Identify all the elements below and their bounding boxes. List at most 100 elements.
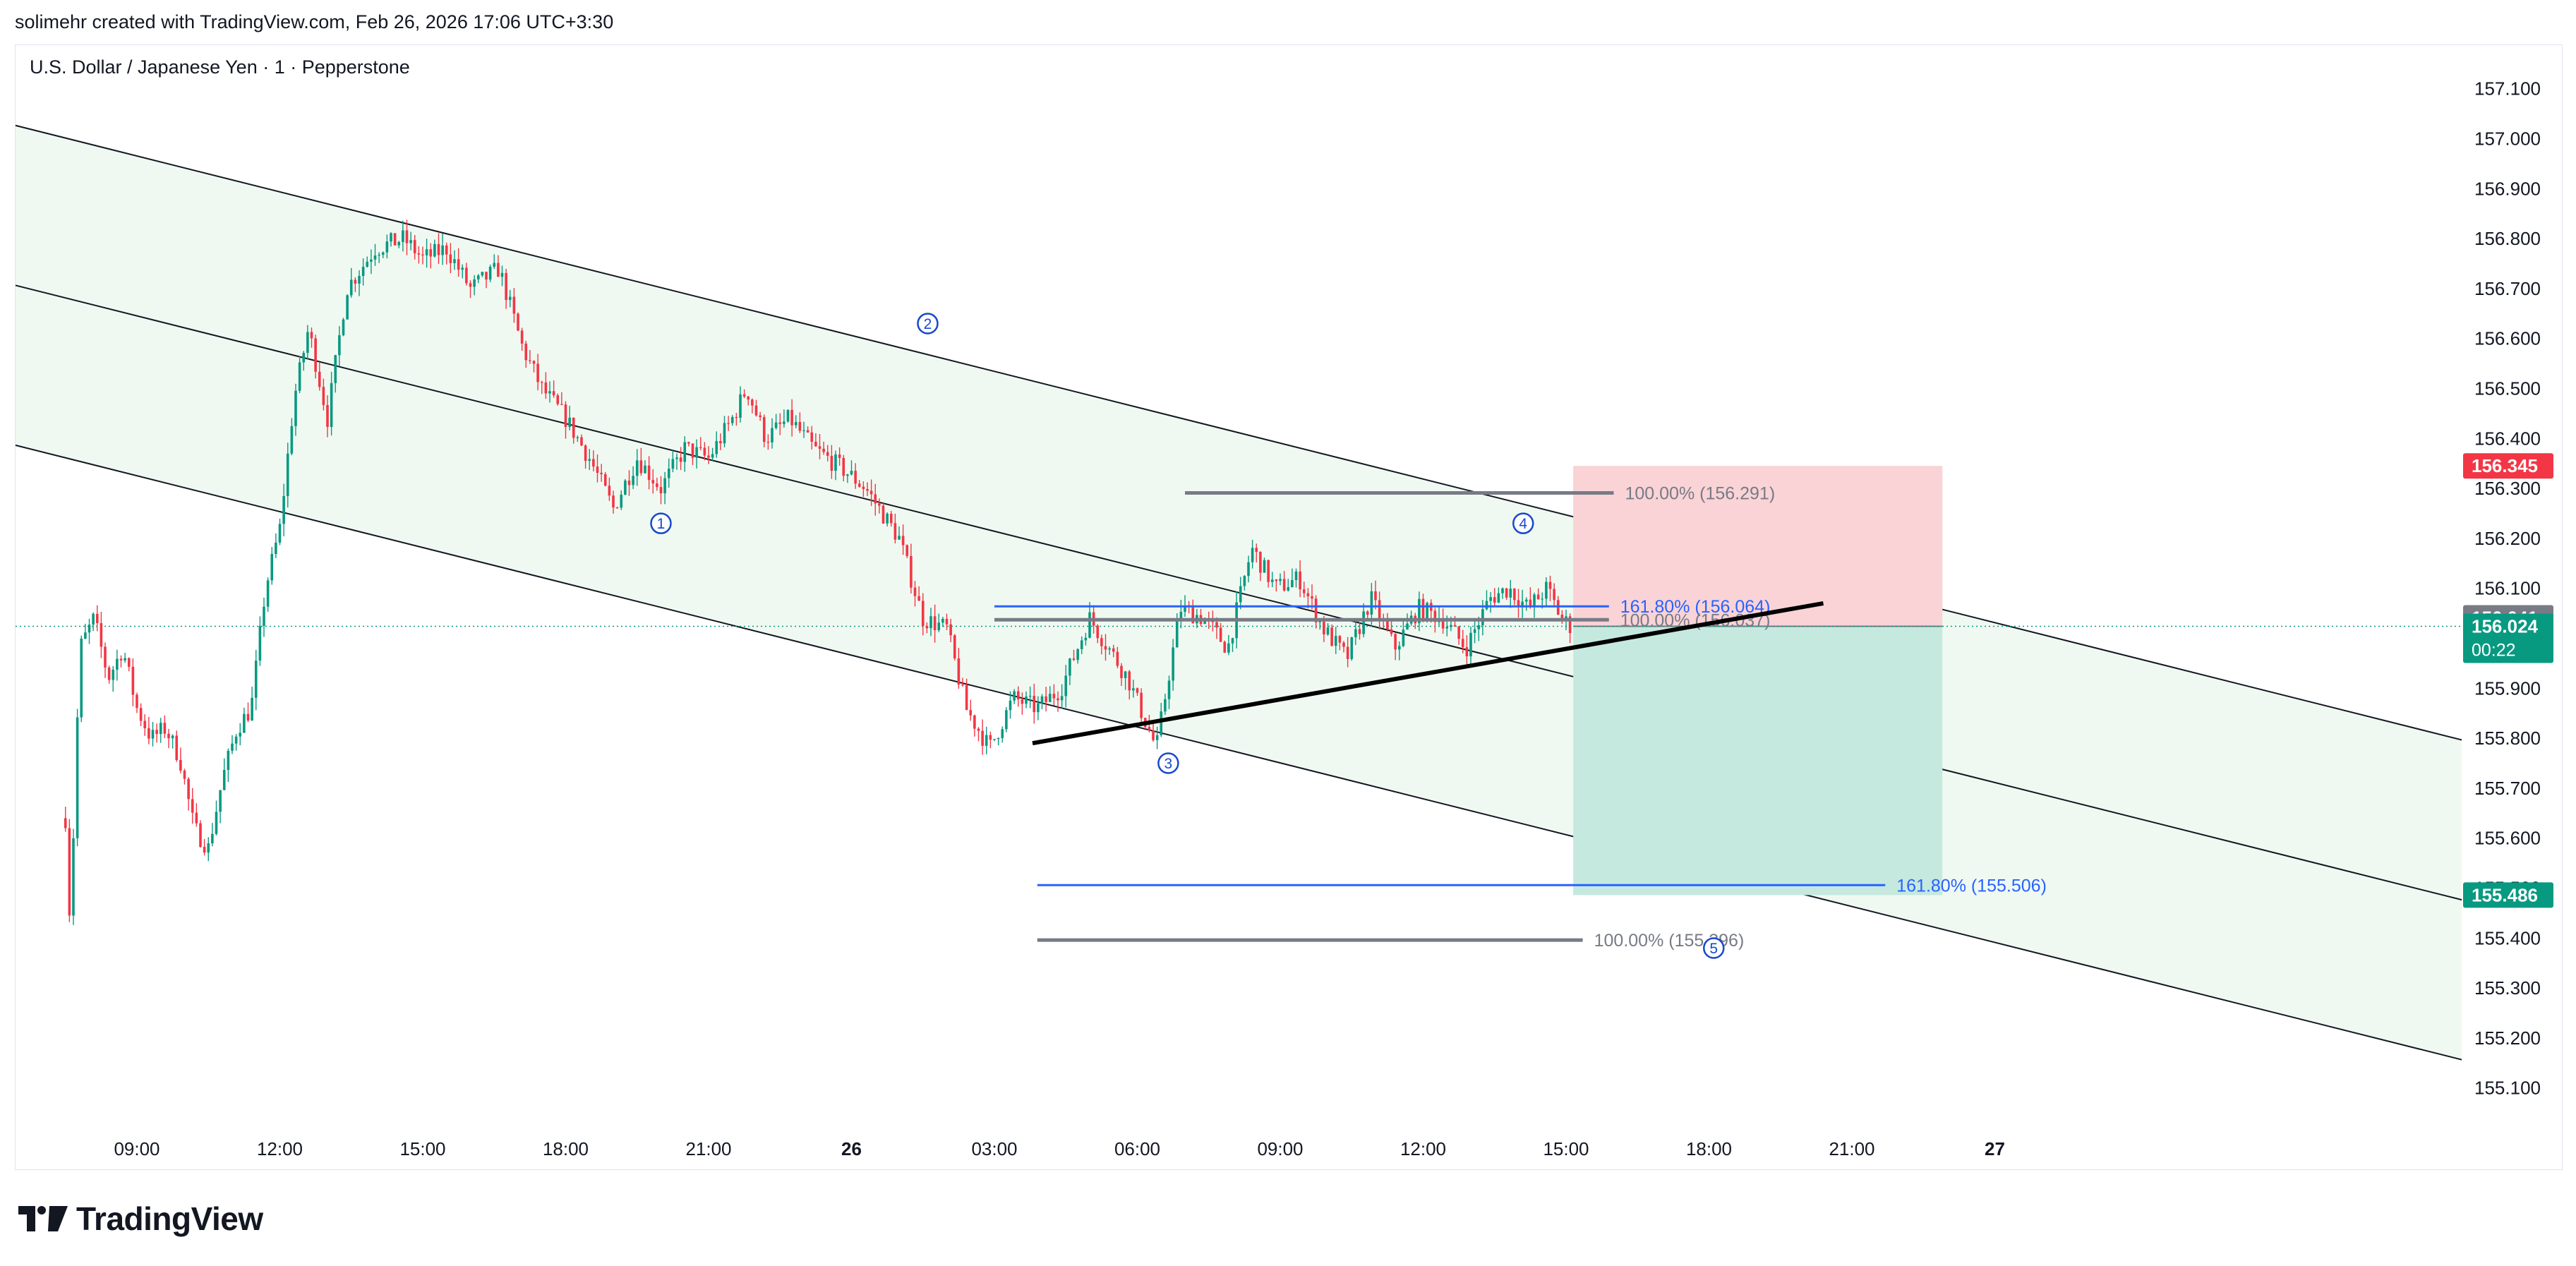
- candle-body: [1493, 597, 1496, 603]
- time-tick-label: 09:00: [114, 1138, 160, 1159]
- candle-body: [989, 735, 992, 740]
- candle-body: [842, 458, 845, 476]
- channel-lower-line[interactable]: [8, 443, 2576, 1097]
- candle-body: [529, 360, 531, 361]
- parallel-channel[interactable]: [8, 123, 2576, 1098]
- candle-body: [759, 415, 762, 418]
- candle-body: [437, 243, 440, 255]
- price-tag-text: 156.345: [2472, 455, 2538, 476]
- candle-body: [973, 715, 976, 729]
- candle-body: [1045, 696, 1047, 702]
- candle-body: [1517, 600, 1520, 608]
- candle-body: [338, 335, 341, 356]
- candle-body: [786, 409, 790, 422]
- candle-body: [258, 625, 262, 661]
- candle-body: [1465, 647, 1469, 657]
- trend-line[interactable]: [1032, 601, 1824, 746]
- candle-body: [397, 241, 401, 246]
- candle-body: [1421, 598, 1425, 620]
- candle-body: [1219, 627, 1222, 642]
- candle-body: [179, 759, 182, 771]
- candle-body: [1378, 600, 1381, 620]
- price-axis[interactable]: 157.100 157.000 156.900 156.800 156.700 156.6…: [2474, 78, 2541, 1099]
- candle-body: [735, 416, 738, 418]
- time-tick-label: 21:00: [685, 1138, 731, 1159]
- price-tag-text: 156.024: [2472, 616, 2539, 637]
- candle-body: [314, 338, 317, 372]
- price-tick-label: 155.900: [2474, 677, 2541, 699]
- candle-body: [1374, 591, 1377, 601]
- time-tick-label: 26: [841, 1138, 862, 1159]
- candle-body: [826, 452, 829, 456]
- candle-body: [493, 263, 496, 267]
- candle-body: [1155, 735, 1159, 740]
- candle-body: [167, 733, 170, 739]
- candle-body: [730, 416, 734, 423]
- stop-loss-zone[interactable]: [1573, 466, 1943, 627]
- wave-label-circle[interactable]: [650, 512, 672, 534]
- candle-body: [695, 447, 698, 458]
- candle-body: [1072, 658, 1076, 661]
- candle-body: [739, 394, 742, 418]
- candle-body: [667, 469, 670, 478]
- candle-body: [1426, 603, 1428, 620]
- candle-body: [294, 390, 297, 426]
- elliott-wave-labels[interactable]: 1 2 3 4 5: [650, 313, 1725, 959]
- candle-body: [1033, 695, 1036, 713]
- candle-body: [227, 750, 230, 770]
- candle-body: [878, 503, 881, 506]
- export-credit-text: solimehr created with TradingView.com, F…: [15, 11, 614, 32]
- fib-extension-levels[interactable]: 100.00% (156.291)161.80% (156.064)100.00…: [994, 483, 2047, 951]
- price-tick-label: 157.100: [2474, 78, 2541, 100]
- candle-body: [639, 460, 643, 474]
- candle-body: [1524, 599, 1528, 602]
- time-axis[interactable]: 09:00 12:00 15:00 18:00 21:00 26 03:00 06:00 09:…: [114, 1138, 2005, 1159]
- countdown-text: 00:22: [2472, 641, 2516, 661]
- candle-body: [1477, 625, 1481, 629]
- price-tick-label: 156.200: [2474, 528, 2541, 549]
- short-position-tool[interactable]: [1573, 466, 1943, 896]
- price-tick-label: 155.700: [2474, 778, 2541, 799]
- candle-body: [687, 442, 690, 444]
- candle-body: [981, 730, 984, 746]
- candle-body: [1390, 629, 1393, 634]
- candle-body: [627, 481, 631, 486]
- candle-body: [270, 553, 274, 581]
- candle-body: [679, 457, 682, 462]
- candle-body: [1441, 618, 1445, 629]
- take-profit-zone[interactable]: [1573, 626, 1943, 896]
- candle-body: [1037, 703, 1040, 713]
- candle-body: [1048, 694, 1052, 702]
- candle-body: [905, 545, 909, 556]
- channel-upper-line[interactable]: [8, 123, 2576, 778]
- candle-body: [830, 455, 833, 471]
- candle-body: [1334, 636, 1337, 646]
- candle-body: [485, 272, 488, 280]
- wave-label-circle[interactable]: [1157, 752, 1179, 774]
- wave-label-circle[interactable]: [1703, 937, 1725, 959]
- candle-body: [1469, 632, 1472, 657]
- candle-body: [1306, 593, 1310, 597]
- candle-body: [1128, 671, 1131, 691]
- candle-body: [465, 267, 468, 284]
- wave-label-circle[interactable]: [1512, 512, 1534, 534]
- trend-line-segment[interactable]: [1032, 601, 1824, 746]
- candle-body: [1100, 638, 1103, 646]
- candle-body: [373, 255, 377, 260]
- candle-body: [683, 442, 687, 462]
- price-tick-label: 155.400: [2474, 927, 2541, 948]
- price-tick-label: 156.400: [2474, 428, 2541, 449]
- channel-middle-line[interactable]: [8, 284, 2576, 938]
- candle-body: [1259, 551, 1262, 573]
- price-tag: [2463, 613, 2553, 663]
- candle-body: [1270, 579, 1274, 582]
- candle-body: [929, 616, 932, 629]
- candle-body: [251, 697, 253, 721]
- candle-body: [1402, 629, 1405, 646]
- candle-body: [100, 623, 103, 647]
- candle-body: [508, 296, 512, 301]
- candle-body: [644, 465, 646, 474]
- candle-body: [381, 252, 385, 255]
- wave-label-circle[interactable]: [917, 313, 939, 334]
